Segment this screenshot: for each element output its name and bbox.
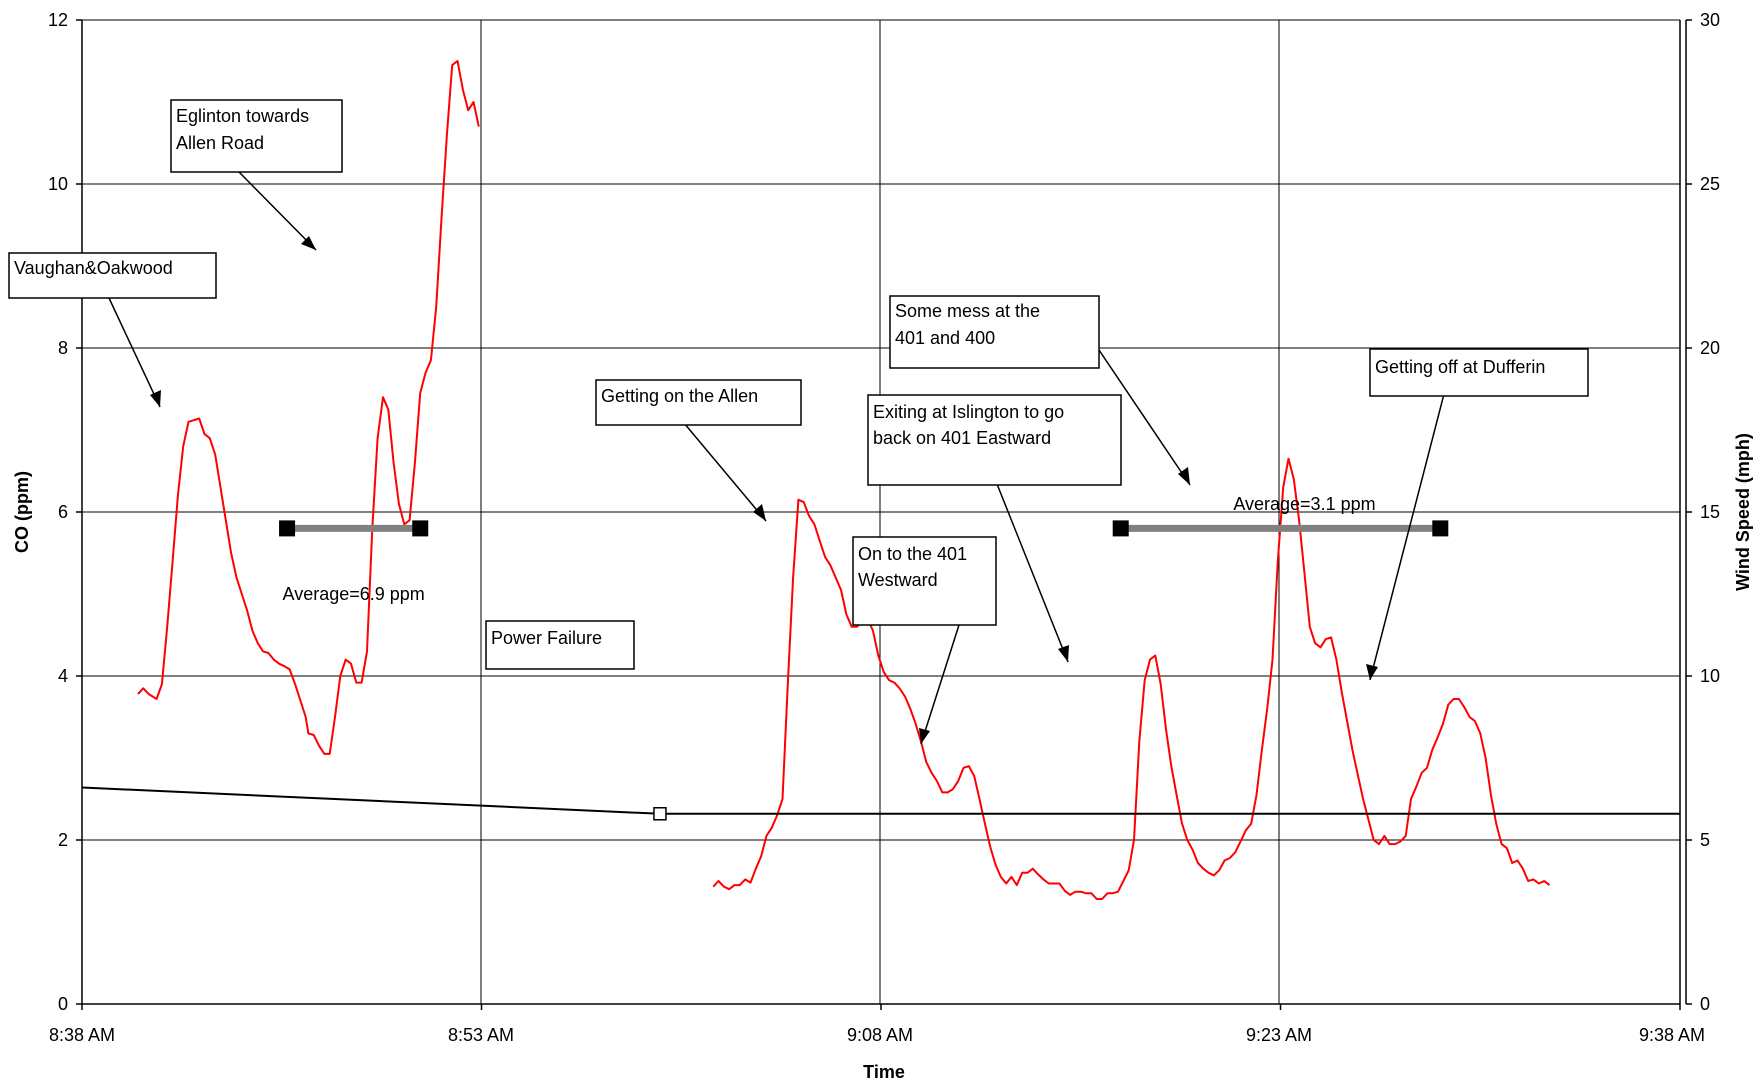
annotation-arrow-head bbox=[1178, 467, 1190, 485]
average-bar-end-marker bbox=[1112, 520, 1129, 537]
y-axis-title: CO (ppm) bbox=[12, 471, 32, 553]
annotation-arrow bbox=[237, 170, 317, 251]
average-bar-end-marker bbox=[1432, 520, 1449, 537]
annotation-text: Allen Road bbox=[176, 133, 264, 153]
wind-speed-point bbox=[653, 807, 667, 821]
annotation-text: 401 and 400 bbox=[895, 328, 995, 348]
annotation-arrow-head bbox=[1058, 645, 1069, 662]
y-tick-labels: 0 2 4 6 8 10 12 bbox=[48, 10, 68, 1014]
x-tick-label: 9:23 AM bbox=[1246, 1025, 1312, 1045]
axes bbox=[76, 19, 1692, 1010]
y-tick-label: 12 bbox=[48, 10, 68, 30]
annotation-arrow bbox=[996, 483, 1069, 663]
annotation-vaughan: Vaughan&Oakwood bbox=[8, 252, 217, 299]
x-axis-title: Time bbox=[863, 1062, 905, 1082]
co-series-line bbox=[137, 60, 480, 755]
y-tick-label: 0 bbox=[58, 994, 68, 1014]
x-tick-label: 9:08 AM bbox=[847, 1025, 913, 1045]
annotation-text: Getting on the Allen bbox=[601, 386, 758, 406]
annotation-401-400: Some mess at the 401 and 400 bbox=[889, 295, 1100, 369]
annotation-401-westward: On to the 401 Westward bbox=[852, 536, 997, 626]
annotation-text: Getting off at Dufferin bbox=[1375, 357, 1545, 377]
y2-tick-labels: 0 5 10 15 20 25 30 bbox=[1700, 10, 1720, 1014]
annotation-eglinton: Eglinton towards Allen Road bbox=[170, 99, 343, 173]
annotation-arrow-head bbox=[753, 504, 766, 521]
annotation-arrows bbox=[108, 170, 1452, 745]
average-bar-end-marker bbox=[412, 520, 429, 537]
y-tick-label: 2 bbox=[58, 830, 68, 850]
y-tick-label: 8 bbox=[58, 338, 68, 358]
annotation-arrow-head bbox=[1366, 664, 1378, 680]
x-tick-label: 8:38 AM bbox=[49, 1025, 115, 1045]
annotation-text: Some mess at the bbox=[895, 301, 1040, 321]
annotation-text: Vaughan&Oakwood bbox=[14, 258, 173, 278]
annotation-dufferin: Getting off at Dufferin bbox=[1369, 348, 1589, 397]
y2-tick-label: 25 bbox=[1700, 174, 1720, 194]
y2-tick-label: 20 bbox=[1700, 338, 1720, 358]
averages-layer: Average=6.9 ppm Average=3.1 ppm bbox=[279, 494, 1449, 604]
gridlines bbox=[82, 19, 1680, 1004]
annotation-allen: Getting on the Allen bbox=[595, 379, 802, 426]
y-tick-label: 6 bbox=[58, 502, 68, 522]
annotation-arrow bbox=[683, 422, 767, 522]
annotation-text: Exiting at Islington to go bbox=[873, 402, 1064, 422]
series-layer bbox=[81, 60, 1680, 900]
annotation-text: Eglinton towards bbox=[176, 106, 309, 126]
annotation-text: On to the 401 bbox=[858, 544, 967, 564]
annotation-arrow bbox=[920, 624, 960, 745]
x-tick-label: 8:53 AM bbox=[448, 1025, 514, 1045]
y2-tick-label: 15 bbox=[1700, 502, 1720, 522]
annotation-text: back on 401 Eastward bbox=[873, 428, 1051, 448]
y2-tick-label: 0 bbox=[1700, 994, 1710, 1014]
average-label: Average=6.9 ppm bbox=[283, 584, 425, 604]
annotation-text: Westward bbox=[858, 570, 938, 590]
x-tick-label: 9:38 AM bbox=[1639, 1025, 1705, 1045]
co-series-line bbox=[712, 457, 1551, 900]
wind-speed-line bbox=[81, 786, 1680, 815]
average-bar-end-marker bbox=[279, 520, 296, 537]
y-tick-label: 10 bbox=[48, 174, 68, 194]
x-tick-labels: 8:38 AM 8:53 AM 9:08 AM 9:23 AM 9:38 AM bbox=[49, 1025, 1705, 1045]
annotation-arrow bbox=[108, 297, 161, 408]
y2-axis-title: Wind Speed (mph) bbox=[1733, 433, 1753, 591]
annotation-arrow-head bbox=[301, 236, 316, 250]
annotation-arrow bbox=[1098, 349, 1191, 486]
annotation-arrow bbox=[1369, 366, 1452, 681]
annotation-power-failure: Power Failure bbox=[485, 620, 635, 670]
annotation-islington: Exiting at Islington to go back on 401 E… bbox=[867, 394, 1122, 486]
y2-tick-label: 30 bbox=[1700, 10, 1720, 30]
y-tick-label: 4 bbox=[58, 666, 68, 686]
annotation-boxes: Eglinton towards Allen Road Vaughan&Oakw… bbox=[8, 99, 1589, 670]
annotation-arrow-head bbox=[150, 390, 161, 407]
annotation-text: Power Failure bbox=[491, 628, 602, 648]
annotation-arrow-head bbox=[919, 728, 930, 744]
tick-marks bbox=[76, 19, 1692, 1010]
y2-tick-label: 10 bbox=[1700, 666, 1720, 686]
average-label: Average=3.1 ppm bbox=[1233, 494, 1375, 514]
y2-tick-label: 5 bbox=[1700, 830, 1710, 850]
